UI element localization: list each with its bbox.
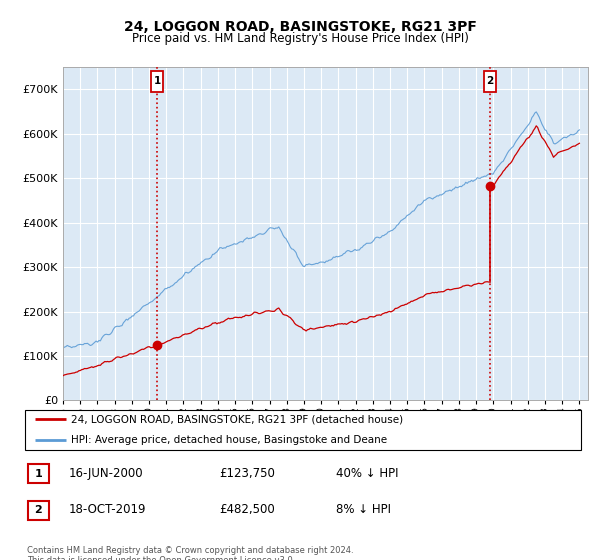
Text: 24, LOGGON ROAD, BASINGSTOKE, RG21 3PF: 24, LOGGON ROAD, BASINGSTOKE, RG21 3PF — [124, 20, 476, 34]
Text: 40% ↓ HPI: 40% ↓ HPI — [336, 466, 398, 480]
Bar — [151, 71, 163, 92]
Text: 2: 2 — [486, 76, 493, 86]
Text: £482,500: £482,500 — [219, 503, 275, 516]
Text: 18-OCT-2019: 18-OCT-2019 — [69, 503, 146, 516]
Bar — [484, 71, 496, 92]
Text: HPI: Average price, detached house, Basingstoke and Deane: HPI: Average price, detached house, Basi… — [71, 435, 388, 445]
Text: 24, LOGGON ROAD, BASINGSTOKE, RG21 3PF (detached house): 24, LOGGON ROAD, BASINGSTOKE, RG21 3PF (… — [71, 414, 404, 424]
Text: Contains HM Land Registry data © Crown copyright and database right 2024.
This d: Contains HM Land Registry data © Crown c… — [27, 546, 353, 560]
Text: 1: 1 — [35, 469, 42, 479]
Text: Price paid vs. HM Land Registry's House Price Index (HPI): Price paid vs. HM Land Registry's House … — [131, 32, 469, 45]
Text: 1: 1 — [154, 76, 161, 86]
Text: 2: 2 — [35, 505, 42, 515]
Text: 8% ↓ HPI: 8% ↓ HPI — [336, 503, 391, 516]
Text: £123,750: £123,750 — [219, 466, 275, 480]
Text: 16-JUN-2000: 16-JUN-2000 — [69, 466, 143, 480]
